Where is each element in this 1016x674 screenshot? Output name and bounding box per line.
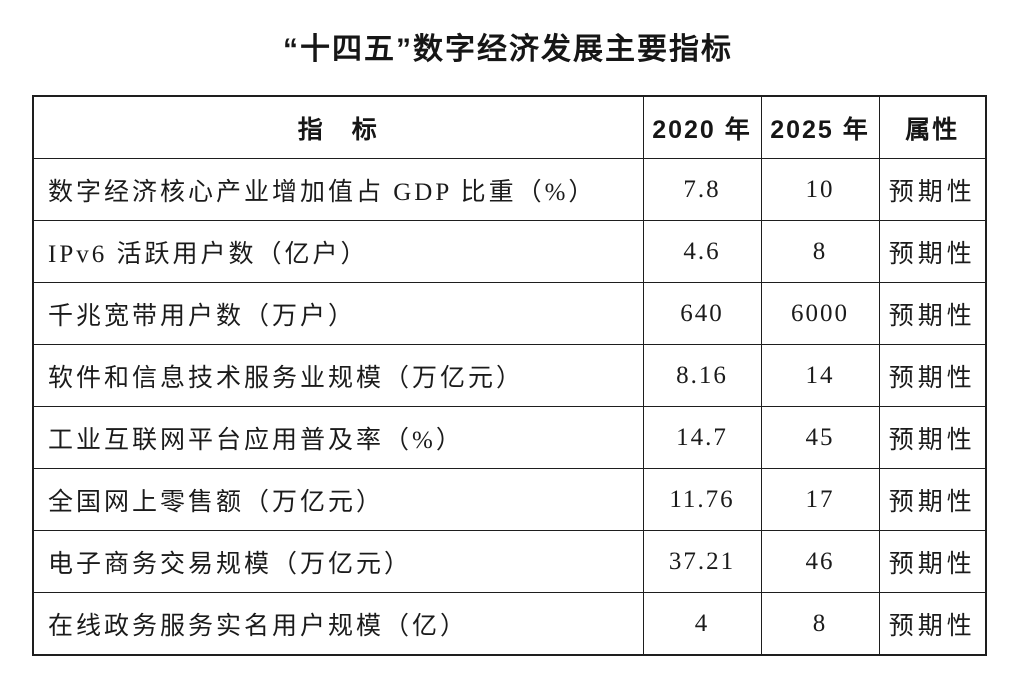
value-2020-cell: 11.76 — [642, 468, 762, 531]
attribute-cell: 预期性 — [878, 406, 987, 469]
table-row: 电子商务交易规模（万亿元） 37.21 46 预期性 — [32, 530, 987, 593]
value-2025-cell: 46 — [760, 530, 880, 593]
attribute-cell: 预期性 — [878, 344, 987, 407]
indicator-cell: 数字经济核心产业增加值占 GDP 比重（%） — [32, 158, 644, 221]
attribute-cell: 预期性 — [878, 282, 987, 345]
value-2025-cell: 45 — [760, 406, 880, 469]
table-row: 工业互联网平台应用普及率（%） 14.7 45 预期性 — [32, 406, 987, 469]
value-2020-cell: 14.7 — [642, 406, 762, 469]
table-row: 数字经济核心产业增加值占 GDP 比重（%） 7.8 10 预期性 — [32, 158, 987, 221]
column-header-2025: 2025 年 — [760, 95, 880, 159]
table-row: 在线政务服务实名用户规模（亿） 4 8 预期性 — [32, 592, 987, 656]
indicator-table: 指 标 2020 年 2025 年 属性 数字经济核心产业增加值占 GDP 比重… — [32, 95, 987, 656]
column-header-attribute: 属性 — [878, 95, 987, 159]
value-2020-cell: 37.21 — [642, 530, 762, 593]
indicator-cell: 工业互联网平台应用普及率（%） — [32, 406, 644, 469]
table-body: 数字经济核心产业增加值占 GDP 比重（%） 7.8 10 预期性 IPv6 活… — [32, 158, 987, 656]
attribute-cell: 预期性 — [878, 530, 987, 593]
value-2025-cell: 8 — [760, 592, 880, 656]
indicator-cell: 电子商务交易规模（万亿元） — [32, 530, 644, 593]
value-2025-cell: 17 — [760, 468, 880, 531]
value-2025-cell: 6000 — [760, 282, 880, 345]
column-header-indicator: 指 标 — [32, 95, 644, 159]
indicator-cell: 千兆宽带用户数（万户） — [32, 282, 644, 345]
page-title: “十四五”数字经济发展主要指标 — [283, 33, 733, 66]
value-2020-cell: 4 — [642, 592, 762, 656]
table-row: 全国网上零售额（万亿元） 11.76 17 预期性 — [32, 468, 987, 531]
column-header-2020: 2020 年 — [642, 95, 762, 159]
value-2025-cell: 10 — [760, 158, 880, 221]
indicator-cell: IPv6 活跃用户数（亿户） — [32, 220, 644, 283]
indicator-cell: 在线政务服务实名用户规模（亿） — [32, 592, 644, 656]
table-row: 千兆宽带用户数（万户） 640 6000 预期性 — [32, 282, 987, 345]
value-2020-cell: 7.8 — [642, 158, 762, 221]
value-2025-cell: 14 — [760, 344, 880, 407]
table-row: 软件和信息技术服务业规模（万亿元） 8.16 14 预期性 — [32, 344, 987, 407]
attribute-cell: 预期性 — [878, 592, 987, 656]
indicator-cell: 软件和信息技术服务业规模（万亿元） — [32, 344, 644, 407]
table-header-row: 指 标 2020 年 2025 年 属性 — [32, 95, 987, 159]
attribute-cell: 预期性 — [878, 220, 987, 283]
value-2020-cell: 640 — [642, 282, 762, 345]
table-row: IPv6 活跃用户数（亿户） 4.6 8 预期性 — [32, 220, 987, 283]
value-2025-cell: 8 — [760, 220, 880, 283]
attribute-cell: 预期性 — [878, 468, 987, 531]
value-2020-cell: 4.6 — [642, 220, 762, 283]
attribute-cell: 预期性 — [878, 158, 987, 221]
value-2020-cell: 8.16 — [642, 344, 762, 407]
indicator-cell: 全国网上零售额（万亿元） — [32, 468, 644, 531]
